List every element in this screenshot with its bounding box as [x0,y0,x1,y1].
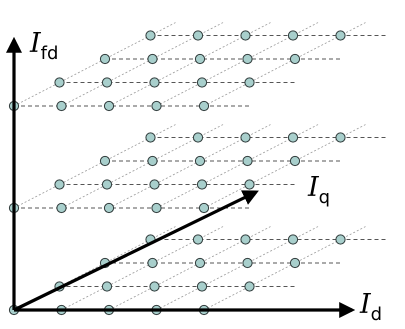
lattice-node [149,281,160,292]
lattice-node [244,179,255,190]
lattice-node [151,202,162,214]
lattice-node [287,132,299,143]
lattice-node [196,77,208,88]
lattice-node [287,234,299,245]
lattice-node [56,202,67,214]
lattice-node [242,257,253,269]
fd-axis-label-sub: fd [41,43,59,64]
lattice-node [145,132,156,143]
lattice-node [192,132,204,143]
lattice-node [147,155,158,167]
lattice-node [149,77,160,88]
lattice-node [240,132,251,143]
q-axis-label-base: I [307,172,320,203]
lattice-node [198,202,210,214]
lattice-node [54,179,65,190]
lattice-node [56,100,67,112]
d-axis-label: Id [359,289,382,325]
lattice-node [244,77,255,88]
lattice-node [151,100,162,112]
lattice-node [240,30,251,41]
lattice-node [335,132,346,143]
lattice-node [101,179,113,190]
lattice-node [103,202,115,214]
fd-axis-label: Ifd [29,28,58,64]
lattice-node [287,30,299,41]
lattice-node [99,155,111,167]
lattice-node [335,30,346,41]
lattice-node [101,281,113,292]
lattice-node [335,234,346,245]
lattice-node [194,155,206,167]
lattice-node [289,257,301,269]
lattice-node [240,234,251,245]
q-axis-label-sub: q [319,187,330,208]
lattice-node [196,179,208,190]
lattice-node [147,257,158,269]
lattice-node [198,100,210,112]
lattice-node [194,257,206,269]
fd-axis-label-base: I [29,28,42,59]
lattice-node [289,53,301,65]
lattice-node [242,53,253,65]
lattice-node [147,53,158,65]
lattice-node [99,53,111,65]
lattice-node [242,155,253,167]
lattice-node [149,179,160,190]
lattice-node [196,281,208,292]
lattice-node [145,30,156,41]
lattice-node [192,234,204,245]
d-axis-label-base: I [359,289,372,320]
lattice-node [101,77,113,88]
lattice-node [192,30,204,41]
lattice-node [103,100,115,112]
q-axis-arrow [13,190,259,312]
q-axis-label: Iq [307,172,330,208]
lattice-node [194,53,206,65]
lattice-node [244,281,255,292]
lattice-node [54,77,65,88]
lattice-node [289,155,301,167]
lattice-nodes [8,30,346,316]
d-axis-label-sub: d [371,304,382,325]
